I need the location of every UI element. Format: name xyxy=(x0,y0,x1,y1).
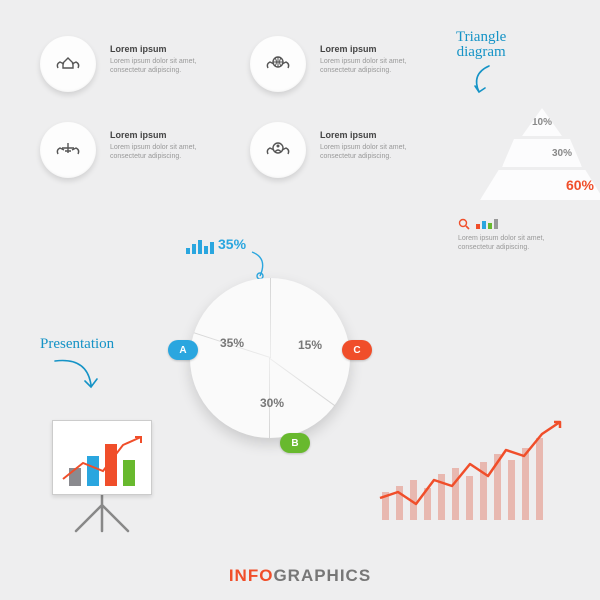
pie-tab-b: B xyxy=(280,433,310,453)
magnifier-icon xyxy=(458,218,470,230)
pie-chart: 35% 15% 30% A C B xyxy=(190,278,350,438)
icon-btn-2[interactable] xyxy=(250,36,306,92)
pie-tab-c: C xyxy=(342,340,372,360)
lorem-4: Lorem ipsum Lorem ipsum dolor sit amet, … xyxy=(320,130,435,162)
icon-btn-4[interactable] xyxy=(250,122,306,178)
accent-pointer xyxy=(248,250,274,280)
lorem-sub: Lorem ipsum dolor sit amet, consectetur … xyxy=(110,57,225,76)
tri-seg-3: 60% xyxy=(566,177,594,193)
accent-35: 35% xyxy=(218,236,246,252)
icon-btn-1[interactable] xyxy=(40,36,96,92)
triangle-diagram: 10% 30% 60% xyxy=(480,108,600,203)
footer-prefix: INFO xyxy=(229,566,274,585)
hands-house-icon xyxy=(52,48,84,80)
hands-globe-icon xyxy=(262,48,294,80)
triangle-callout: Triangle diagram xyxy=(456,30,506,96)
pie-lbl-b: 30% xyxy=(260,396,284,410)
icon-btn-3[interactable] xyxy=(40,122,96,178)
lorem-title: Lorem ipsum xyxy=(110,44,225,54)
triangle-note: Lorem ipsum dolor sit amet, consectetur … xyxy=(458,218,568,253)
presentation-callout: Presentation xyxy=(40,336,114,395)
footer-title: INFOGRAPHICS xyxy=(0,566,600,586)
lorem-1: Lorem ipsum Lorem ipsum dolor sit amet, … xyxy=(110,44,225,76)
pie-lbl-c: 15% xyxy=(298,338,322,352)
mini-bars-icon xyxy=(186,240,214,254)
pie-tab-a: A xyxy=(168,340,198,360)
thin-bars xyxy=(382,438,543,520)
hands-plane-icon xyxy=(52,134,84,166)
pie-lbl-a: 35% xyxy=(220,336,244,350)
hands-person-icon xyxy=(262,134,294,166)
presentation-board xyxy=(52,420,152,533)
lorem-2: Lorem ipsum Lorem ipsum dolor sit amet, … xyxy=(320,44,435,76)
footer-suffix: GRAPHICS xyxy=(273,566,371,585)
line-bar-chart xyxy=(378,410,558,520)
lorem-3: Lorem ipsum Lorem ipsum dolor sit amet, … xyxy=(110,130,225,162)
tri-seg-1: 10% xyxy=(532,117,552,128)
tri-seg-2: 30% xyxy=(552,148,572,159)
